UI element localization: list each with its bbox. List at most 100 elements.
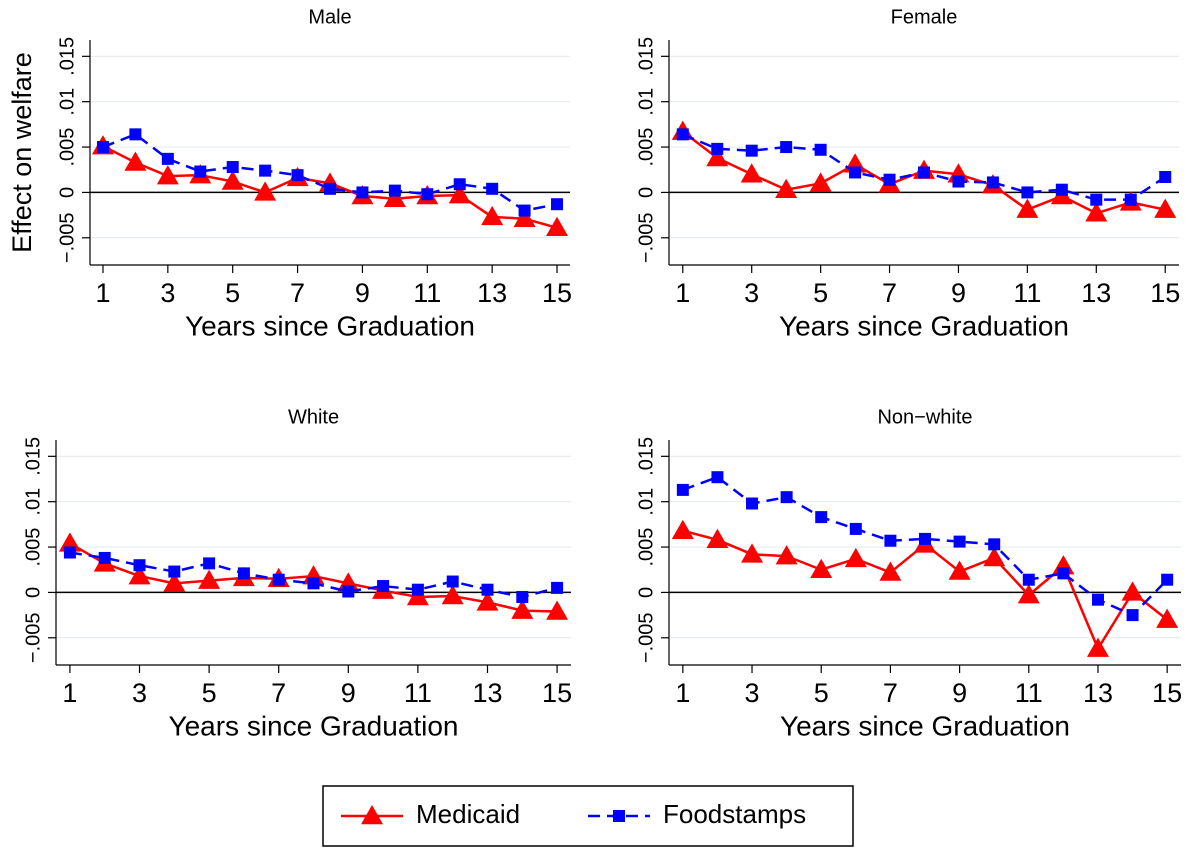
x-tick-label: 1: [675, 278, 690, 308]
marker: [810, 558, 833, 578]
marker: [1090, 193, 1103, 206]
marker: [124, 151, 147, 171]
legend-label: Medicaid: [416, 799, 520, 829]
x-tick-label: 15: [1150, 278, 1180, 308]
x-tick-label: 7: [883, 678, 898, 708]
x-tick-label: 11: [413, 278, 441, 308]
y-tick-label: .01: [22, 488, 44, 516]
marker: [377, 580, 390, 593]
x-tick-label: 1: [95, 278, 110, 308]
marker: [324, 182, 336, 195]
marker: [361, 805, 383, 825]
x-tick-label: 9: [341, 678, 356, 708]
marker: [226, 161, 239, 174]
y-tick-label: 0: [56, 187, 78, 198]
marker: [918, 166, 930, 179]
marker: [1055, 183, 1068, 196]
x-tick-label: 5: [813, 278, 828, 308]
y-tick-label: .005: [635, 128, 657, 167]
marker: [516, 590, 529, 603]
marker: [486, 182, 499, 195]
x-tick-label: 5: [202, 678, 217, 708]
marker: [203, 557, 216, 570]
marker: [849, 522, 862, 535]
panel-title: White: [288, 406, 339, 428]
x-tick-label: 7: [271, 678, 286, 708]
y-axis-label: Effect on welfare: [7, 52, 37, 253]
marker: [96, 141, 109, 154]
marker: [711, 471, 724, 484]
x-tick-label: 13: [472, 678, 502, 708]
panel-title: Non−white: [877, 406, 972, 428]
marker: [676, 128, 689, 141]
x-tick-label: 11: [1015, 678, 1043, 708]
marker: [948, 560, 971, 580]
marker: [879, 561, 902, 581]
marker: [388, 184, 401, 197]
marker: [221, 170, 244, 190]
y-tick-label: .01: [635, 488, 657, 516]
marker: [237, 567, 250, 580]
marker: [745, 144, 758, 157]
marker: [129, 128, 142, 141]
y-tick-label: .005: [22, 528, 44, 567]
marker: [291, 169, 304, 182]
y-tick-label: −.005: [56, 212, 78, 263]
y-tick-label: .015: [635, 437, 657, 476]
x-tick-label: 1: [675, 678, 690, 708]
marker: [883, 173, 896, 186]
marker: [161, 152, 174, 165]
x-axis-label: Years since Graduation: [168, 710, 458, 741]
marker: [919, 532, 931, 545]
marker: [613, 810, 625, 822]
marker: [1159, 170, 1172, 183]
marker: [1057, 567, 1070, 580]
marker: [411, 583, 424, 596]
marker: [953, 535, 966, 548]
marker: [780, 491, 793, 504]
marker: [518, 204, 531, 217]
marker: [740, 163, 763, 183]
panel-title: Female: [891, 6, 958, 28]
marker: [168, 565, 181, 578]
x-tick-label: 1: [62, 678, 77, 708]
marker: [476, 591, 499, 611]
x-tick-label: 13: [1081, 278, 1111, 308]
marker: [446, 575, 459, 588]
marker: [741, 543, 764, 563]
y-tick-label: 0: [22, 587, 44, 598]
legend-label: Foodstamps: [663, 799, 806, 829]
x-axis-label: Years since Graduation: [185, 310, 475, 341]
y-tick-label: .01: [56, 88, 78, 116]
marker: [809, 172, 832, 192]
marker: [844, 547, 867, 568]
y-tick-label: −.005: [635, 612, 657, 663]
marker: [983, 546, 1006, 567]
marker: [815, 511, 828, 524]
marker: [1086, 637, 1109, 657]
marker: [986, 176, 999, 189]
x-tick-label: 13: [1083, 678, 1113, 708]
marker: [254, 181, 277, 201]
marker: [98, 551, 111, 564]
marker: [711, 142, 724, 155]
x-tick-label: 15: [542, 678, 572, 708]
y-tick-label: −.005: [635, 212, 657, 263]
marker: [441, 585, 464, 605]
marker: [775, 545, 798, 565]
marker: [481, 205, 504, 226]
x-tick-label: 3: [745, 678, 760, 708]
y-tick-label: .015: [635, 37, 657, 76]
series-line: [682, 475, 1169, 617]
x-tick-label: 9: [951, 278, 966, 308]
x-tick-label: 3: [744, 278, 759, 308]
marker: [1016, 198, 1039, 218]
marker: [194, 165, 207, 178]
marker: [706, 528, 729, 549]
x-axis-label: Years since Graduation: [780, 710, 1070, 741]
y-tick-label: .005: [635, 528, 657, 567]
